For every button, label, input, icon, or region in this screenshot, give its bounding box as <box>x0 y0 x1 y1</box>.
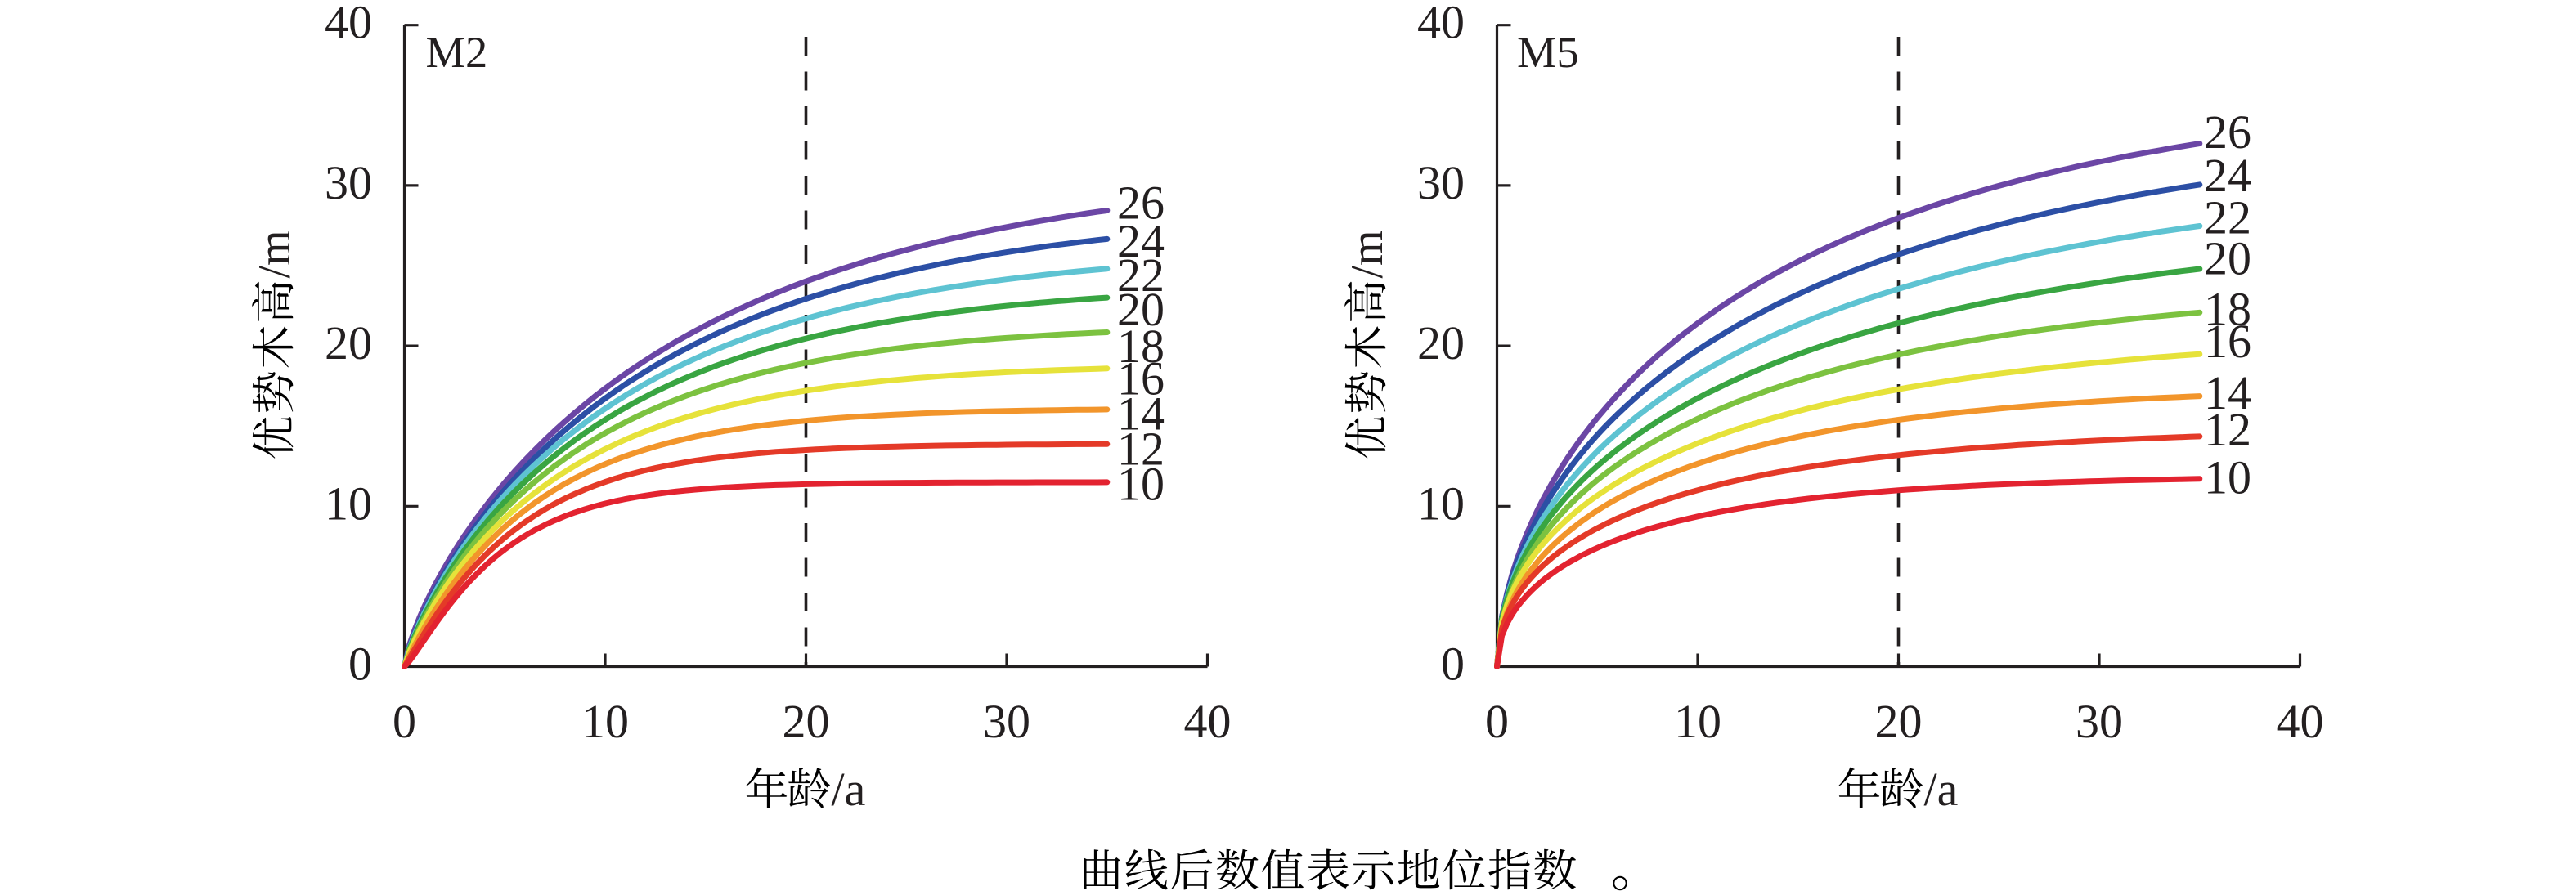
svg-text:40: 40 <box>2277 695 2324 748</box>
svg-text:30: 30 <box>983 695 1030 748</box>
svg-text:10: 10 <box>1117 458 1165 511</box>
svg-text:40: 40 <box>1184 695 1232 748</box>
svg-text:/m: /m <box>249 230 300 278</box>
svg-text:20: 20 <box>1875 695 1923 748</box>
svg-text:40: 40 <box>1417 0 1465 49</box>
svg-text:16: 16 <box>1117 351 1165 405</box>
svg-text:0: 0 <box>1485 695 1509 748</box>
svg-text:0: 0 <box>348 638 372 691</box>
svg-text:10: 10 <box>1417 477 1465 530</box>
svg-text:16: 16 <box>2204 315 2251 368</box>
svg-text:/a: /a <box>1924 763 1959 816</box>
svg-text:26: 26 <box>1117 177 1165 230</box>
svg-text:M5: M5 <box>1517 27 1579 77</box>
svg-text:12: 12 <box>2204 403 2251 456</box>
svg-text:20: 20 <box>1417 316 1465 369</box>
svg-text:0: 0 <box>1441 638 1465 691</box>
svg-text:40: 40 <box>325 0 372 49</box>
svg-text:30: 30 <box>1417 156 1465 209</box>
svg-text:20: 20 <box>325 316 372 369</box>
svg-text:18: 18 <box>2204 283 2251 336</box>
svg-text:30: 30 <box>325 156 372 209</box>
svg-text:14: 14 <box>2204 366 2251 419</box>
svg-text:20: 20 <box>2204 231 2251 284</box>
svg-text:/m: /m <box>1342 230 1393 278</box>
svg-text:12: 12 <box>1117 422 1165 475</box>
svg-text:10: 10 <box>1674 695 1721 748</box>
svg-text:M2: M2 <box>426 27 488 77</box>
svg-text:20: 20 <box>1117 283 1165 336</box>
svg-text:26: 26 <box>2204 105 2251 159</box>
svg-text:10: 10 <box>2204 451 2251 504</box>
svg-text:18: 18 <box>1117 320 1165 373</box>
svg-text:/a: /a <box>832 763 866 816</box>
svg-text:14: 14 <box>1117 387 1165 441</box>
svg-text:10: 10 <box>581 695 629 748</box>
svg-text:0: 0 <box>393 695 416 748</box>
svg-text:20: 20 <box>783 695 830 748</box>
svg-text:24: 24 <box>2204 149 2251 202</box>
svg-text:24: 24 <box>1117 215 1165 268</box>
svg-text:22: 22 <box>1117 248 1165 302</box>
svg-text:30: 30 <box>2076 695 2123 748</box>
svg-text:10: 10 <box>325 477 372 530</box>
svg-text:22: 22 <box>2204 190 2251 244</box>
